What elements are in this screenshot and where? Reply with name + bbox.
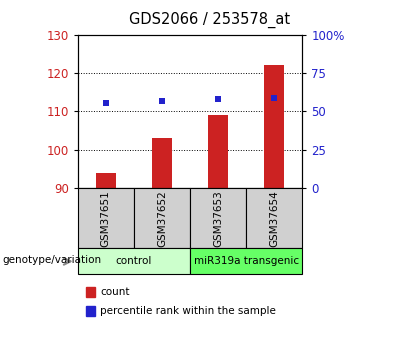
Text: control: control	[116, 256, 152, 266]
Text: genotype/variation: genotype/variation	[2, 255, 101, 265]
Bar	[265, 65, 284, 188]
Bar	[96, 173, 116, 188]
Text: GSM37652: GSM37652	[157, 190, 167, 247]
Text: count: count	[100, 287, 130, 297]
Text: GDS2066 / 253578_at: GDS2066 / 253578_at	[129, 12, 291, 28]
Bar	[86, 287, 95, 297]
Text: GSM37653: GSM37653	[213, 190, 223, 247]
Text: GSM37654: GSM37654	[269, 190, 279, 247]
Text: GSM37651: GSM37651	[101, 190, 111, 247]
Text: percentile rank within the sample: percentile rank within the sample	[100, 306, 276, 316]
Bar	[86, 306, 95, 316]
Bar	[152, 138, 172, 188]
Bar	[208, 115, 228, 188]
Text: miR319a transgenic: miR319a transgenic	[194, 256, 299, 266]
